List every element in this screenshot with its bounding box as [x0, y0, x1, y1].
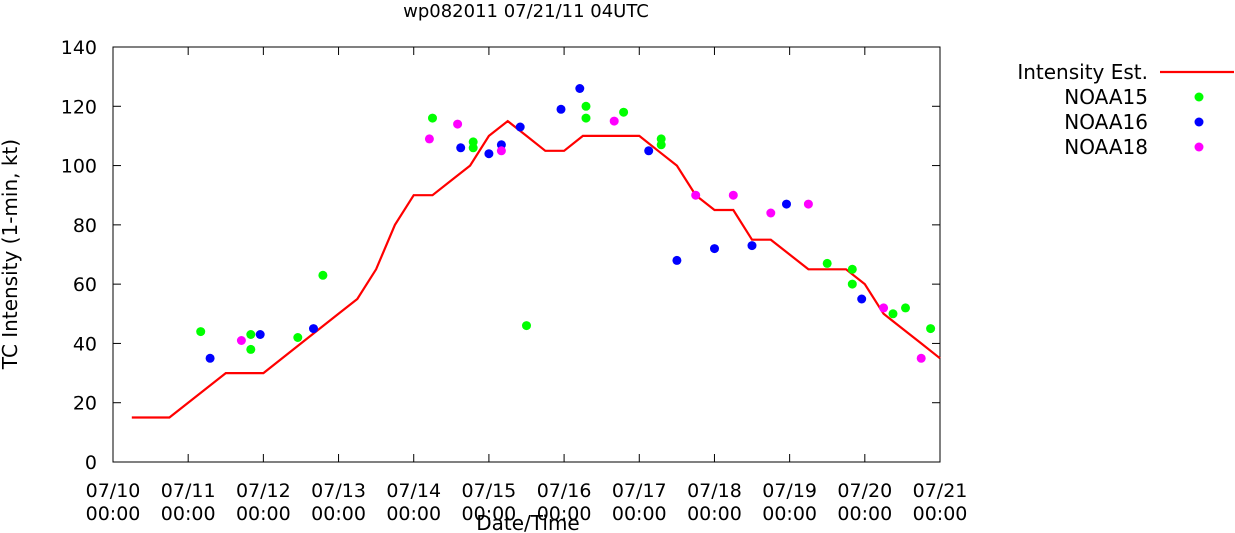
x-tick-label-date: 07/12: [236, 480, 291, 502]
y-tick-label: 0: [85, 452, 97, 474]
data-point-noaa15: [196, 327, 206, 337]
x-tick-label-time: 00:00: [537, 503, 592, 525]
x-tick-label-time: 00:00: [161, 503, 216, 525]
data-point-noaa15: [847, 264, 857, 274]
legend-label-noaa18: NOAA18: [1064, 135, 1148, 159]
data-point-noaa18: [236, 336, 246, 345]
data-point-noaa18: [879, 303, 889, 313]
y-tick-label: 140: [61, 37, 97, 59]
data-point-noaa16: [205, 353, 215, 363]
data-point-noaa16: [644, 146, 654, 156]
x-tick-label-time: 00:00: [913, 503, 968, 525]
y-tick-label: 60: [73, 274, 97, 296]
y-tick-label: 100: [61, 156, 97, 178]
x-tick-label-time: 00:00: [311, 503, 366, 525]
data-point-noaa15: [656, 140, 666, 150]
data-point-noaa15: [822, 258, 832, 268]
data-point-noaa18: [691, 190, 701, 200]
legend-label-noaa15: NOAA15: [1064, 85, 1148, 109]
data-point-noaa15: [318, 270, 328, 280]
data-point-noaa16: [255, 330, 265, 339]
x-tick-label-time: 00:00: [236, 503, 291, 525]
x-tick-label-date: 07/15: [462, 480, 517, 502]
data-point-noaa18: [496, 146, 506, 156]
axis-ticks: [112, 46, 941, 463]
data-point-noaa18: [453, 119, 463, 129]
data-point-noaa16: [672, 255, 682, 265]
data-point-noaa15: [901, 303, 910, 313]
data-point-noaa18: [424, 134, 434, 144]
data-point-noaa15: [246, 344, 256, 354]
plot-frame: [112, 46, 941, 463]
x-tick-label-time: 00:00: [612, 503, 667, 525]
data-point-noaa16: [710, 244, 719, 254]
x-tick-label-date: 07/16: [537, 480, 592, 502]
x-tick-label-date: 07/17: [612, 480, 667, 502]
legend-label-intensity-est: Intensity Est.: [1017, 60, 1148, 84]
legend-swatch-noaa18: [1194, 142, 1204, 152]
y-tick-labels: 0 20 40 60 80 100 120 140: [61, 37, 97, 474]
y-tick-label: 120: [61, 96, 97, 118]
y-tick-label: 80: [73, 215, 97, 237]
x-tick-label-time: 00:00: [386, 503, 441, 525]
data-point-noaa16: [782, 199, 791, 209]
data-point-noaa18: [609, 116, 619, 126]
legend-label-noaa16: NOAA16: [1064, 110, 1148, 134]
chart-title: wp082011 07/21/11 04UTC: [403, 1, 649, 22]
data-point-noaa15: [581, 101, 591, 111]
data-point-noaa15: [293, 333, 303, 342]
y-tick-label: 20: [73, 393, 97, 415]
data-point-noaa16: [747, 241, 757, 251]
x-tick-label-date: 07/20: [837, 480, 892, 502]
y-axis-label: TC Intensity (1-min, kt): [0, 139, 22, 370]
x-tick-label-time: 00:00: [762, 503, 817, 525]
x-tick-label-date: 07/10: [86, 480, 141, 502]
x-tick-label-date: 07/11: [161, 480, 216, 502]
x-tick-labels: 07/1000:0007/1100:0007/1200:0007/1300:00…: [86, 480, 968, 525]
data-point-noaa15: [888, 309, 898, 319]
data-point-noaa15: [468, 143, 478, 153]
data-point-noaa16: [309, 324, 318, 334]
legend-swatch-noaa15: [1194, 92, 1204, 102]
data-point-noaa16: [857, 294, 867, 304]
data-point-noaa18: [728, 190, 738, 200]
x-tick-label-date: 07/13: [311, 480, 366, 502]
x-axis-label: Date/Time: [476, 511, 580, 533]
data-point-noaa15: [522, 321, 531, 331]
data-point-noaa15: [246, 330, 256, 339]
data-point-noaa15: [581, 113, 591, 123]
x-tick-label-date: 07/14: [386, 480, 441, 502]
data-point-noaa15: [926, 324, 936, 334]
x-tick-label-time: 00:00: [687, 503, 742, 525]
x-tick-label-date: 07/18: [687, 480, 742, 502]
data-point-noaa16: [575, 84, 585, 93]
data-point-noaa18: [803, 199, 813, 209]
x-tick-label-time: 00:00: [462, 503, 517, 525]
series-line-intensity-est: [131, 119, 941, 419]
y-tick-label: 40: [73, 333, 97, 355]
data-point-noaa15: [428, 113, 437, 123]
data-point-noaa18: [916, 353, 926, 363]
legend-swatch-noaa16: [1194, 117, 1204, 127]
data-point-noaa18: [766, 208, 776, 218]
data-point-noaa15: [847, 279, 857, 289]
data-point-noaa16: [456, 143, 466, 153]
x-tick-label-date: 07/21: [913, 480, 968, 502]
x-tick-label-time: 00:00: [86, 503, 141, 525]
data-point-noaa16: [556, 104, 566, 114]
series-layer: [131, 84, 941, 419]
data-point-noaa16: [484, 149, 494, 159]
x-tick-label-date: 07/19: [762, 480, 817, 502]
data-point-noaa16: [515, 122, 525, 132]
data-point-noaa15: [619, 107, 629, 117]
x-tick-label-time: 00:00: [837, 503, 892, 525]
